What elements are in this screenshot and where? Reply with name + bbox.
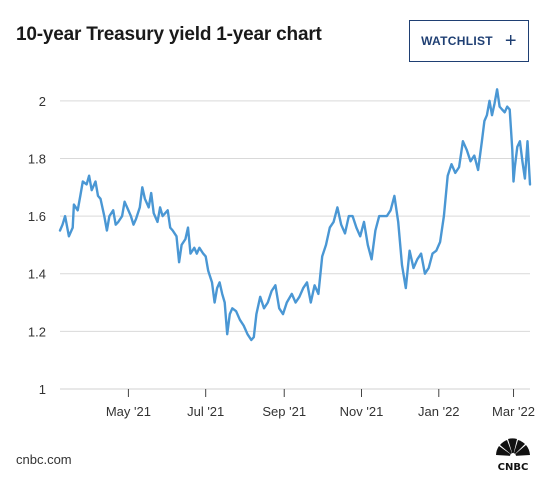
watchlist-label: WATCHLIST [421, 34, 493, 48]
source-label: cnbc.com [16, 452, 72, 467]
plus-icon: + [504, 30, 517, 52]
x-axis: May '21 Jul '21 Sep '21 Nov '21 Jan '22 Mar '… [106, 389, 535, 419]
x-tick-label: Jan '22 [418, 404, 460, 419]
x-tick-label: Mar '22 [492, 404, 535, 419]
y-axis: 1 1.2 1.4 1.6 1.8 2 [28, 94, 46, 397]
x-tick-label: Sep '21 [262, 404, 306, 419]
x-tick-label: May '21 [106, 404, 151, 419]
cnbc-logo: CNBC [496, 438, 530, 472]
y-tick-label: 1.4 [28, 267, 46, 282]
x-tick-label: Jul '21 [187, 404, 224, 419]
x-tick-label: Nov '21 [340, 404, 384, 419]
y-tick-label: 1.6 [28, 209, 46, 224]
y-tick-label: 1 [39, 382, 46, 397]
watchlist-button[interactable]: WATCHLIST + [409, 20, 529, 62]
y-tick-label: 2 [39, 94, 46, 109]
chart-title: 10-year Treasury yield 1-year chart [16, 24, 322, 45]
y-tick-label: 1.2 [28, 324, 46, 339]
logo-text: CNBC [498, 462, 529, 472]
yield-line [58, 88, 532, 342]
y-tick-label: 1.8 [28, 151, 46, 166]
grid [60, 100, 530, 390]
